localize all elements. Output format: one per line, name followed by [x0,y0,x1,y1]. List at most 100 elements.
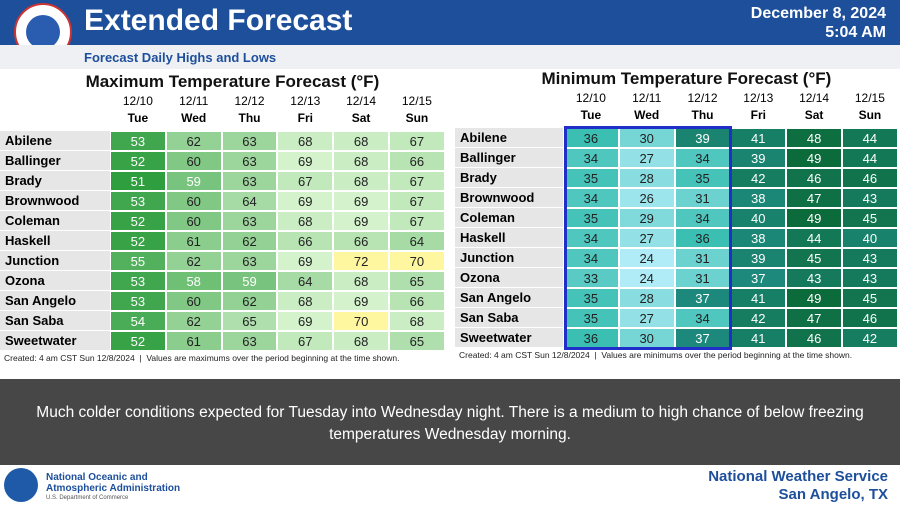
city-label: Coleman [0,211,110,231]
city-label: San Angelo [455,288,563,308]
temp-cell: 35 [563,168,619,188]
temp-cell: 68 [333,271,389,291]
temp-cell: 45 [786,248,842,268]
temp-cell: 60 [165,151,222,171]
temp-cell: 52 [110,211,166,231]
temp-cell: 46 [842,308,898,328]
temp-cell: 69 [277,311,334,331]
temp-cell: 44 [842,148,898,168]
temp-cell: 28 [618,288,675,308]
temp-cell: 67 [277,171,334,191]
temp-cell: 34 [563,248,619,268]
city-label: Abilene [455,128,563,148]
temp-cell: 70 [389,251,445,271]
temp-cell: 53 [110,271,166,291]
date-label: 12/12 [234,94,265,108]
city-label: Ozona [455,268,563,288]
header-bar [0,0,900,45]
temp-cell: 65 [389,271,445,291]
temp-cell: 29 [618,208,675,228]
date-label: 12/11 [179,94,209,108]
city-label: Sweetwater [455,328,563,348]
temp-cell: 72 [333,251,389,271]
temp-cell: 36 [674,228,731,248]
temp-cell: 42 [842,328,898,348]
time: 5:04 AM [825,24,886,41]
temp-cell: 63 [221,151,278,171]
temp-cell: 42 [730,308,787,328]
temp-cell: 67 [389,131,445,151]
message: Much colder conditions expected for Tues… [36,404,864,443]
temp-cell: 60 [165,211,222,231]
date: December 8, 2024 [750,5,886,22]
subtitle-bar [0,45,900,69]
city-label: Brownwood [455,188,563,208]
city-label: San Saba [0,311,110,331]
date-label: 12/13 [743,91,774,105]
temp-cell: 68 [277,291,334,311]
temp-cell: 68 [389,311,445,331]
temp-cell: 65 [389,331,445,351]
temp-cell: 35 [563,288,619,308]
office-line2: San Angelo, TX [778,486,888,503]
temp-cell: 52 [110,151,166,171]
day-label: Sat [804,108,824,122]
city-label: Abilene [0,131,110,151]
temp-cell: 40 [730,208,787,228]
temp-cell: 66 [389,151,445,171]
temp-cell: 26 [618,188,675,208]
temp-cell: 43 [842,188,898,208]
temp-cell: 52 [110,331,166,351]
temp-cell: 63 [221,131,278,151]
temp-cell: 67 [389,211,445,231]
footnote: Created: 4 am CST Sun 12/8/2024 | Values… [459,350,853,360]
agency-line1: National Oceanic and [46,472,148,483]
city-label: Ozona [0,271,110,291]
temp-cell: 69 [333,211,389,231]
temp-cell: 68 [277,131,334,151]
temp-cell: 59 [221,271,278,291]
temp-cell: 53 [110,291,166,311]
temp-cell: 59 [165,171,222,191]
temp-cell: 62 [165,311,222,331]
temp-cell: 70 [333,311,389,331]
temp-cell: 53 [110,191,166,211]
temp-cell: 63 [221,171,278,191]
temp-cell: 24 [618,248,675,268]
temp-cell: 24 [618,268,675,288]
nws-logo-inner [26,15,60,49]
day-label: Wed [181,111,207,125]
temp-cell: 43 [842,268,898,288]
day-label: Thu [238,111,261,125]
day-label: Sun [405,111,429,125]
temp-cell: 64 [277,271,334,291]
temp-cell: 67 [389,191,445,211]
temp-cell: 63 [221,211,278,231]
temp-cell: 35 [563,208,619,228]
city-label: Junction [0,251,110,271]
temp-cell: 41 [730,328,787,348]
temp-cell: 67 [277,331,334,351]
city-label: Brady [455,168,563,188]
department: U.S. Department of Commerce [46,495,129,501]
temp-cell: 62 [221,231,278,251]
office-line1: National Weather Service [708,468,888,485]
temp-cell: 45 [842,208,898,228]
date-label: 12/10 [122,94,153,108]
temp-cell: 62 [165,131,222,151]
temp-cell: 61 [165,231,222,251]
temp-cell: 41 [730,128,787,148]
temp-cell: 38 [730,228,787,248]
temp-cell: 53 [110,131,166,151]
agency-line2: Atmospheric Administration [46,483,181,494]
temp-cell: 49 [786,148,842,168]
temp-cell: 65 [221,311,278,331]
temp-cell: 68 [333,131,389,151]
city-label: Sweetwater [0,331,110,351]
temp-cell: 69 [333,191,389,211]
noaa-logo [4,468,38,502]
temp-cell: 68 [333,171,389,191]
temp-cell: 69 [277,151,334,171]
day-label: Wed [634,108,660,122]
